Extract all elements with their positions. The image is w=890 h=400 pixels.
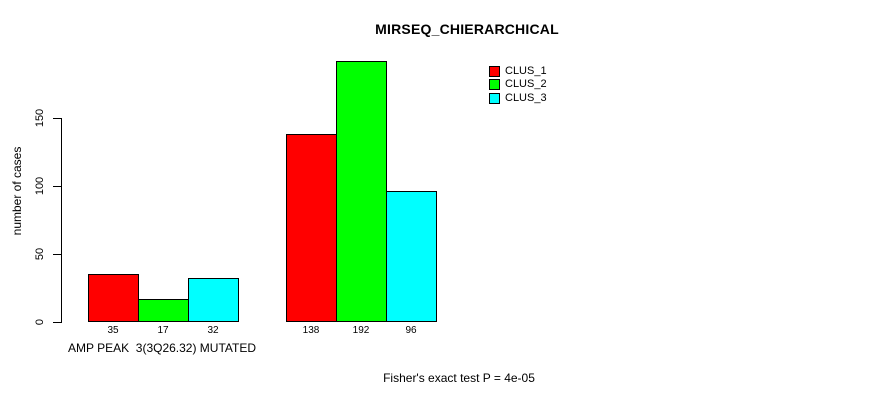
y-axis-title: number of cases: [10, 146, 24, 236]
bar-clus_2-group2: [336, 61, 387, 322]
bar-value-label: 192: [352, 325, 370, 336]
bar-value-label: 35: [107, 325, 119, 336]
bar-clus_3-group1: [188, 278, 239, 322]
bar-value-label: 17: [157, 325, 169, 336]
legend-label-clus_1: CLUS_1: [505, 65, 547, 77]
legend-label-clus_3: CLUS_3: [505, 92, 547, 104]
y-axis-tick: [53, 186, 61, 187]
y-axis-tick-label: 150: [34, 108, 46, 128]
fisher-test-annotation: Fisher's exact test P = 4e-05: [383, 371, 535, 385]
y-axis-line: [61, 118, 62, 323]
bar-clus_3-group2: [386, 191, 437, 322]
legend-swatch-clus_3: [489, 93, 500, 104]
y-axis-tick-label: 100: [34, 176, 46, 196]
x-axis-label: AMP PEAK 3(3Q26.32) MUTATED: [67, 341, 257, 355]
y-axis-tick: [53, 254, 61, 255]
bar-clus_2-group1: [138, 299, 189, 322]
legend-swatch-clus_2: [489, 79, 500, 90]
chart-title: MIRSEQ_CHIERARCHICAL: [375, 21, 559, 37]
legend-swatch-clus_1: [489, 66, 500, 77]
y-axis-tick-label: 50: [34, 247, 46, 261]
y-axis-tick: [53, 118, 61, 119]
bar-value-label: 138: [302, 325, 320, 336]
y-axis-tick-label: 0: [34, 318, 46, 326]
legend-label-clus_2: CLUS_2: [505, 78, 547, 90]
bar-clus_1-group2: [286, 134, 337, 322]
bar-value-label: 96: [405, 325, 417, 336]
bar-value-label: 32: [207, 325, 219, 336]
bar-clus_1-group1: [88, 274, 139, 322]
y-axis-tick: [53, 322, 61, 323]
